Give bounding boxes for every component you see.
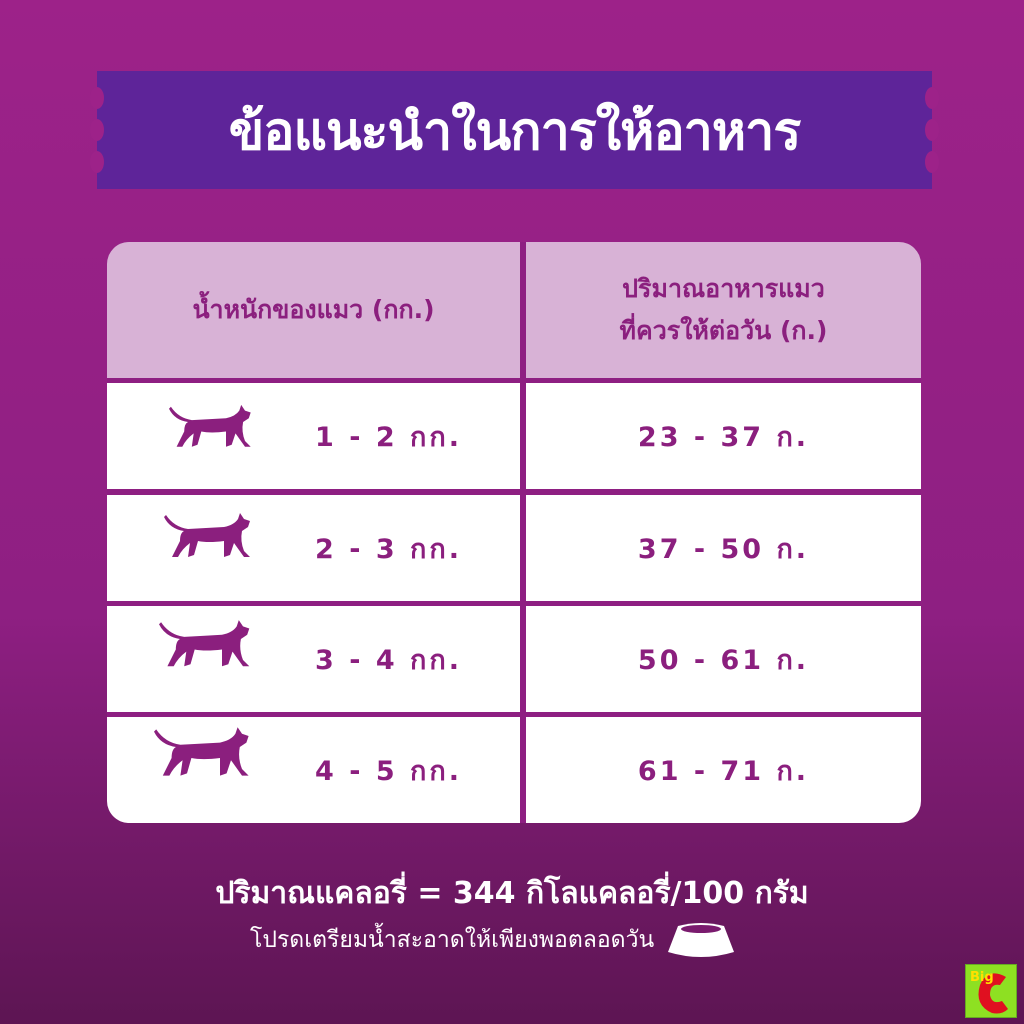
feeding-table: น้ำหนักของแมว (กก.) ปริมาณอาหารแมวที่ควร… bbox=[107, 242, 921, 823]
title-banner: ข้อแนะนำในการให้อาหาร bbox=[90, 71, 939, 189]
header-weight: น้ำหนักของแมว (กก.) bbox=[107, 242, 520, 378]
header-amount-line1: ปริมาณอาหารแมว bbox=[622, 274, 825, 303]
weight-cell: 2 - 3 กก. bbox=[107, 495, 520, 601]
weight-cell: 4 - 5 กก. bbox=[107, 717, 520, 823]
header-amount: ปริมาณอาหารแมวที่ควรให้ต่อวัน (ก.) bbox=[526, 242, 921, 378]
weight-text: 2 - 3 กก. bbox=[315, 533, 462, 565]
header-weight-label: น้ำหนักของแมว (กก.) bbox=[192, 295, 435, 324]
bowl-icon bbox=[668, 923, 735, 957]
weight-text: 3 - 4 กก. bbox=[315, 644, 462, 676]
weight-text: 4 - 5 กก. bbox=[315, 755, 462, 787]
cat-icon bbox=[159, 620, 250, 667]
cat-icon bbox=[154, 727, 249, 776]
cat-icon bbox=[169, 404, 251, 447]
amount-text: 61 - 71 ก. bbox=[637, 755, 810, 787]
water-text: โปรดเตรียมน้ำสะอาดให้เพียงพอตลอดวัน bbox=[250, 927, 655, 953]
amount-text: 50 - 61 ก. bbox=[637, 644, 810, 676]
weight-cell: 3 - 4 กก. bbox=[107, 606, 520, 712]
calorie-info: ปริมาณแคลอรี่ = 344 กิโลแคลอรี่/100 กรัม bbox=[215, 876, 809, 911]
amount-cell: 61 - 71 ก. bbox=[526, 717, 921, 823]
amount-cell: 50 - 61 ก. bbox=[526, 606, 921, 712]
header-amount-line2: ที่ควรให้ต่อวัน (ก.) bbox=[619, 316, 828, 345]
amount-cell: 37 - 50 ก. bbox=[526, 495, 921, 601]
weight-cell: 1 - 2 กก. bbox=[107, 383, 520, 489]
svg-text:Big: Big bbox=[970, 970, 994, 985]
page-title: ข้อแนะนำในการให้อาหาร bbox=[228, 101, 802, 162]
amount-cell: 23 - 37 ก. bbox=[526, 383, 921, 489]
amount-text: 23 - 37 ก. bbox=[637, 421, 810, 453]
cat-icon bbox=[164, 513, 250, 557]
amount-text: 37 - 50 ก. bbox=[637, 533, 810, 565]
weight-text: 1 - 2 กก. bbox=[315, 421, 462, 453]
big-c-logo: Big bbox=[965, 964, 1017, 1018]
water-info: โปรดเตรียมน้ำสะอาดให้เพียงพอตลอดวัน bbox=[250, 922, 736, 958]
